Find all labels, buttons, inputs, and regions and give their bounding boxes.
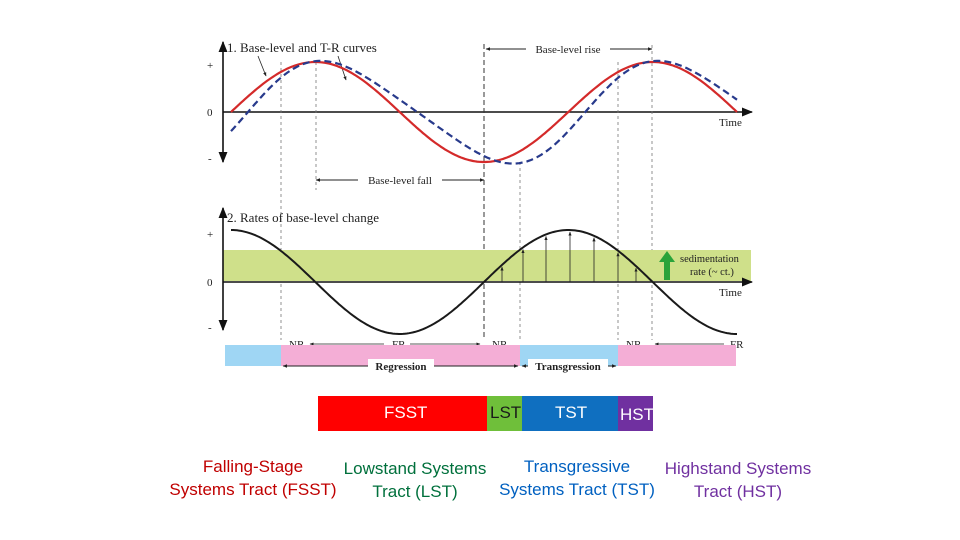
lst-bar-label: LST (490, 403, 522, 422)
fsst-desc-line1: Falling-Stage (202, 457, 304, 476)
panel1-plus: + (207, 60, 213, 72)
title-pointer-red (257, 55, 267, 77)
panel2-time-label: Time (719, 287, 742, 299)
tst-bar: TST (522, 396, 618, 431)
rate-curve (231, 229, 737, 335)
panel1-zero: 0 (207, 107, 213, 119)
lst-description: Lowstand Systems Tract (LST) (337, 457, 493, 503)
fsst-bar: FSST (318, 396, 487, 431)
sed-rate-line1: sedimentation (680, 254, 740, 265)
sedimentation-band (223, 250, 751, 281)
panel1-title: 1. Base-level and T-R curves (227, 40, 377, 55)
hst-bar-label: HST (620, 405, 654, 424)
panel1-time-label: Time (719, 117, 742, 129)
band-pink-right (618, 345, 736, 366)
hst-desc-line2: Tract (HST) (693, 482, 783, 501)
band-pink-regression (281, 345, 520, 366)
hst-desc-line1: Highstand Systems (664, 459, 812, 478)
tst-description: Transgressive Systems Tract (TST) (494, 455, 660, 501)
tst-desc-line1: Transgressive (523, 457, 631, 476)
t-r-curve (230, 59, 738, 165)
fsst-description: Falling-Stage Systems Tract (FSST) (165, 455, 341, 501)
hst-bar: HST (618, 396, 654, 431)
base-level-fall-label: Base-level fall (368, 175, 432, 187)
lst-desc-line1: Lowstand Systems (343, 459, 487, 478)
fsst-bar-label: FSST (384, 403, 428, 422)
tst-bar-label: TST (555, 403, 588, 422)
sed-rate-line2: rate (~ ct.) (690, 267, 734, 278)
regression-label: Regression (375, 361, 426, 373)
panel1-minus: - (208, 153, 212, 165)
panel2-title: 2. Rates of base-level change (227, 210, 379, 225)
sed-rate-arrow-icon (659, 251, 675, 280)
hst-description: Highstand Systems Tract (HST) (655, 457, 821, 503)
panel2-zero: 0 (207, 277, 213, 289)
panel-base-level: 1. Base-level and T-R curves + 0 - Time … (207, 40, 754, 340)
fsst-desc-line2: Systems Tract (FSST) (169, 480, 337, 499)
lst-bar: LST (487, 396, 522, 431)
band-blue-left (225, 345, 281, 366)
tst-desc-line2: Systems Tract (TST) (499, 480, 655, 499)
panel2-plus: + (207, 229, 213, 241)
panel1-guides (280, 45, 653, 340)
base-level-rise-label: Base-level rise (535, 44, 600, 56)
panel2-minus: - (208, 322, 212, 334)
panel-rates: 2. Rates of base-level change + 0 - Time… (207, 206, 754, 373)
lst-desc-line2: Tract (LST) (372, 482, 458, 501)
transgression-label: Transgression (535, 361, 601, 373)
rate-arrows (500, 231, 638, 282)
